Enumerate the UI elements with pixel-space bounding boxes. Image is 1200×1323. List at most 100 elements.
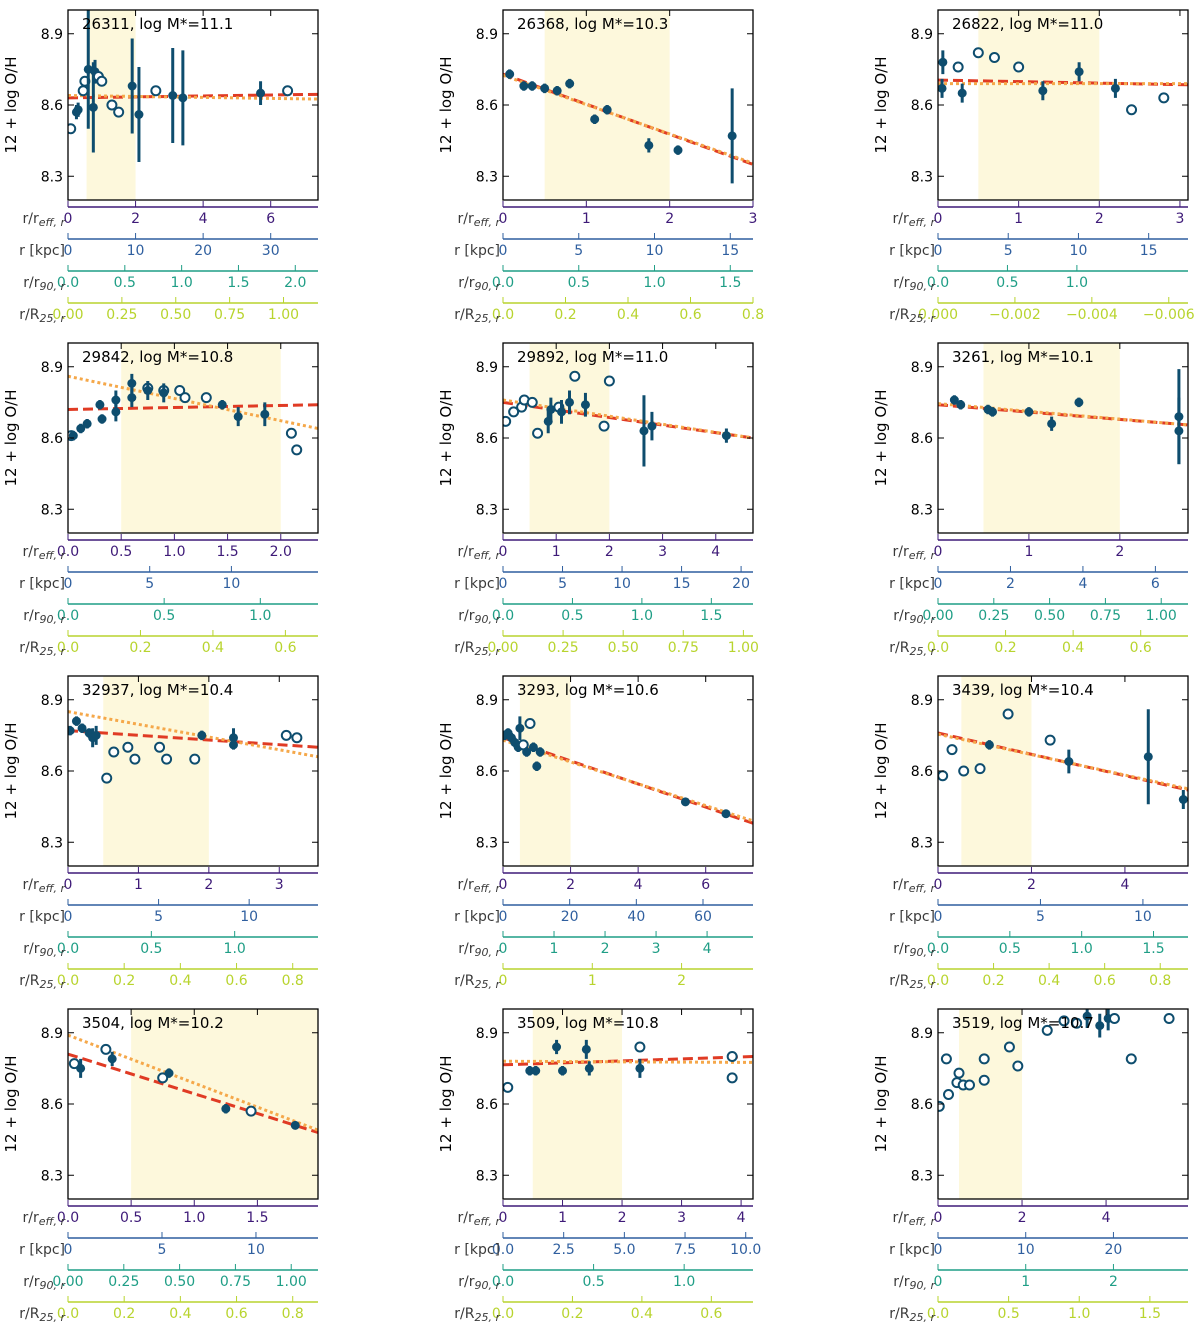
data-point-filled: [602, 105, 612, 115]
x-tick-label: 0.0: [57, 640, 79, 656]
x-tick-label: 2: [677, 973, 686, 989]
data-point-open: [598, 420, 610, 432]
x-tick-label: 0.0: [927, 640, 949, 656]
x-tick-label: −0.002: [989, 307, 1041, 323]
x-tick-label: 0: [499, 544, 508, 560]
x-axis-label-main: r/R: [454, 640, 474, 656]
data-point-filled: [95, 400, 105, 410]
x-tick-label: 1.0: [224, 941, 246, 957]
data-point-filled: [1074, 397, 1084, 407]
x-tick-label: 2: [665, 211, 674, 227]
data-point-filled: [535, 747, 545, 757]
x-tick-label: 1: [134, 877, 143, 893]
x-tick-label: 0: [934, 544, 943, 560]
x-axis-label-main: r/r: [893, 275, 909, 291]
x-tick-label: 2: [1095, 211, 1104, 227]
panel-11: 8.3 8.6 8.9 12 + log O/H 3509, log M*=10.8 0 1…: [437, 1008, 761, 1323]
x-axis-label-main: r/r: [23, 608, 39, 624]
x-tick-label: 0: [934, 243, 943, 259]
x-tick-label: 0.00: [922, 608, 953, 624]
data-point-open: [106, 99, 118, 111]
data-point-filled: [197, 730, 207, 740]
x-axis-label: r/r90, r: [458, 941, 501, 959]
data-point-open: [946, 744, 958, 756]
plot-area: [68, 10, 318, 200]
data-point-open: [958, 765, 970, 777]
x-axis-label-main: r [kpc]: [19, 243, 65, 259]
x-tick-label: 3: [652, 941, 661, 957]
x-tick-label: 1.00: [1146, 608, 1177, 624]
data-point-open: [974, 763, 986, 775]
x-tick-label: 2.0: [284, 275, 306, 291]
x-axis-label-main: r/R: [889, 307, 909, 323]
x-tick-label: 10: [1070, 243, 1088, 259]
x-tick-label: 1.0: [1068, 1306, 1090, 1322]
x-tick-label: 6: [701, 877, 710, 893]
fit-range-band: [519, 676, 571, 866]
x-tick-label: 2: [1006, 576, 1015, 592]
x-tick-label: 0.2: [994, 640, 1016, 656]
x-tick-label: 0.4: [202, 640, 224, 656]
x-axis-label: r/reff, r: [458, 211, 502, 229]
x-tick-label: −0.006: [1143, 307, 1195, 323]
data-point-open: [726, 1072, 738, 1084]
x-tick-label: 2: [1115, 544, 1124, 560]
x-axis-label-sub: 25, r: [474, 645, 501, 658]
data-point-open: [291, 732, 303, 744]
y-tick-label: 8.6: [911, 98, 933, 114]
y-axis-label: 12 + log O/H: [2, 390, 20, 487]
y-tick-label: 8.6: [41, 764, 63, 780]
y-axis-label: 12 + log O/H: [437, 1056, 455, 1153]
fit-line-range: [503, 398, 753, 440]
data-point-filled: [727, 131, 737, 141]
panel-10: 8.3 8.6 8.9 12 + log O/H 3504, log M*=10.2 0.…: [2, 1008, 319, 1323]
plot-area: [938, 343, 1188, 533]
x-axis-label: r [kpc]: [889, 243, 935, 259]
x-tick-label: 1: [1021, 1274, 1030, 1290]
panel-2: 8.3 8.6 8.9 12 + log O/H 26368, log M*=10.3 0…: [437, 9, 764, 325]
y-tick-label: 8.6: [41, 98, 63, 114]
data-point-open: [964, 1079, 976, 1091]
x-tick-label: 0.2: [982, 973, 1004, 989]
x-tick-label: 4: [1120, 877, 1129, 893]
y-tick-label: 8.9: [476, 693, 498, 709]
data-point-filled: [552, 1042, 562, 1052]
fit-line-all: [938, 403, 1188, 427]
x-tick-label: 1.00: [728, 640, 759, 656]
fit-line-all: [68, 403, 318, 411]
x-axis-label-main: r [kpc]: [19, 1242, 65, 1258]
x-axis-label: r/reff, r: [893, 877, 937, 895]
x-tick-label: 0.5: [110, 544, 132, 560]
x-axis-label-sub: 90, r: [39, 613, 66, 626]
data-point-filled: [111, 407, 121, 417]
panel-title: 26822, log M*=11.0: [952, 15, 1103, 33]
x-axis-label: r/R25, r: [19, 307, 66, 325]
x-tick-label: 2: [131, 211, 140, 227]
data-point-open: [1163, 1013, 1175, 1024]
data-point-filled: [546, 405, 556, 414]
data-point-filled: [531, 1066, 541, 1076]
y-tick-label: 8.6: [911, 1097, 933, 1113]
data-point-open: [978, 1074, 990, 1086]
x-axis-label-main: r/R: [19, 973, 39, 989]
data-point-open: [603, 375, 615, 387]
plot-area: [938, 1009, 1175, 1199]
x-tick-label: 10: [222, 576, 240, 592]
data-point-filled: [228, 733, 238, 743]
x-tick-label: 0: [64, 243, 73, 259]
data-point-open: [953, 1067, 965, 1079]
x-axis-label-main: r/r: [458, 941, 474, 957]
x-tick-label: 3: [749, 211, 758, 227]
x-tick-label: 0: [64, 211, 73, 227]
plot-area: [68, 1009, 318, 1199]
x-tick-label: 4: [703, 941, 712, 957]
x-axis-label: r [kpc]: [454, 576, 500, 592]
x-axis-label-sub: 25, r: [909, 1311, 936, 1323]
y-tick-label: 8.6: [41, 431, 63, 447]
fit-line-all: [938, 78, 1188, 87]
panel-7: 8.3 8.6 8.9 12 + log O/H 32937, log M*=10.4 0…: [2, 675, 319, 991]
data-point-filled: [557, 407, 567, 417]
x-axis-label: r/R25, r: [454, 640, 501, 658]
data-point-filled: [256, 88, 266, 98]
